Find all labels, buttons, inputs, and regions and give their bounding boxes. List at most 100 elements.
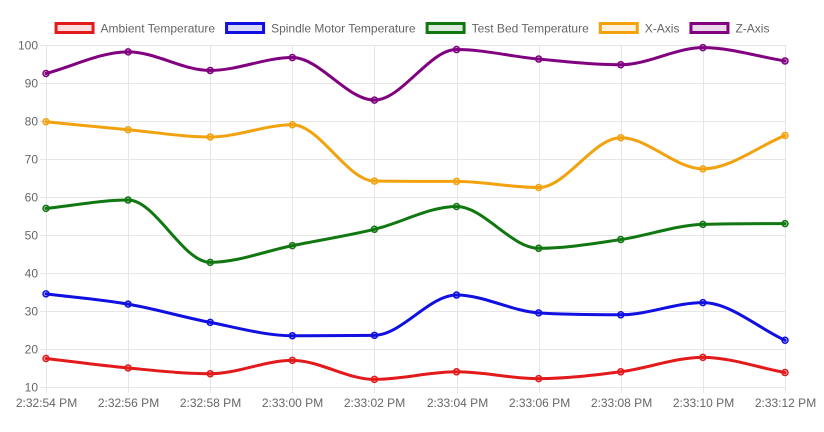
data-point[interactable] xyxy=(617,368,625,376)
data-point[interactable] xyxy=(781,368,789,377)
data-point[interactable] xyxy=(206,133,214,141)
data-point[interactable] xyxy=(370,96,379,104)
y-tick-label: 20 xyxy=(25,343,39,357)
x-tick-label: 2:33:06 PM xyxy=(509,396,570,410)
data-point[interactable] xyxy=(452,368,461,376)
legend-item[interactable]: Ambient Temperature xyxy=(54,22,216,36)
data-point[interactable] xyxy=(452,177,461,186)
grid xyxy=(40,45,786,393)
legend-swatch xyxy=(598,22,639,34)
x-axis-ticks: 2:32:54 PM 2:32:56 PM 2:32:58 PM 2:33:00 PM… xyxy=(16,396,816,410)
series-x-axis xyxy=(42,118,789,192)
data-point[interactable] xyxy=(452,45,461,54)
data-point[interactable] xyxy=(781,57,789,65)
data-point[interactable] xyxy=(206,258,214,267)
data-point[interactable] xyxy=(42,69,50,78)
legend-item[interactable]: Z-Axis xyxy=(689,22,770,36)
y-tick-label: 80 xyxy=(25,115,39,129)
x-tick-label: 2:33:04 PM xyxy=(427,396,488,410)
x-tick-label: 2:33:02 PM xyxy=(344,396,405,410)
data-point[interactable] xyxy=(534,183,543,192)
data-point[interactable] xyxy=(781,131,789,140)
legend-item[interactable]: Spindle Motor Temperature xyxy=(225,22,416,36)
data-point[interactable] xyxy=(124,196,132,204)
series-line-spindle-motor-temperature xyxy=(44,292,787,342)
legend-swatch xyxy=(225,22,266,34)
series-line-z-axis xyxy=(44,46,787,102)
y-tick-label: 90 xyxy=(25,77,39,91)
legend-label: Z-Axis xyxy=(735,22,769,36)
data-point[interactable] xyxy=(699,353,707,362)
legend-item[interactable]: Test Bed Temperature xyxy=(425,22,590,36)
data-point[interactable] xyxy=(452,291,461,299)
data-point[interactable] xyxy=(288,53,297,62)
legend-swatch xyxy=(54,22,95,34)
data-point[interactable] xyxy=(534,374,543,383)
data-point[interactable] xyxy=(617,61,625,69)
data-point[interactable] xyxy=(206,66,214,75)
data-point[interactable] xyxy=(534,244,543,253)
x-tick-label: 2:33:10 PM xyxy=(673,396,734,410)
legend-swatch xyxy=(425,22,466,34)
series-line-ambient-temperature xyxy=(44,355,787,381)
data-point[interactable] xyxy=(288,356,297,365)
data-point[interactable] xyxy=(699,220,707,229)
data-point[interactable] xyxy=(42,204,50,213)
series-line-x-axis xyxy=(44,120,787,189)
data-point[interactable] xyxy=(370,225,379,234)
data-point[interactable] xyxy=(124,364,132,372)
data-point[interactable] xyxy=(617,235,625,244)
series-line-test-bed-temperature xyxy=(44,198,787,264)
data-point[interactable] xyxy=(206,369,214,378)
legend-label: X-Axis xyxy=(645,22,680,36)
data-point[interactable] xyxy=(781,219,789,228)
y-tick-label: 100 xyxy=(18,39,38,53)
data-point[interactable] xyxy=(370,177,379,185)
data-point[interactable] xyxy=(370,375,379,384)
x-tick-label: 2:33:12 PM xyxy=(755,396,816,410)
data-point[interactable] xyxy=(124,300,132,308)
y-axis-ticks: 10 20 30 40 50 60 70 80 90 100 xyxy=(18,39,38,395)
legend-label: Test Bed Temperature xyxy=(472,22,590,36)
data-point[interactable] xyxy=(534,309,543,317)
data-point[interactable] xyxy=(452,202,461,211)
data-point[interactable] xyxy=(617,133,625,142)
data-point[interactable] xyxy=(288,241,297,250)
series-lines xyxy=(42,43,789,384)
data-point[interactable] xyxy=(124,48,132,56)
data-point[interactable] xyxy=(42,118,50,126)
x-tick-label: 2:32:56 PM xyxy=(98,396,159,410)
data-point[interactable] xyxy=(534,55,543,63)
y-tick-label: 30 xyxy=(25,305,39,319)
data-point[interactable] xyxy=(781,336,789,345)
x-tick-label: 2:32:54 PM xyxy=(16,396,77,410)
y-tick-label: 70 xyxy=(25,153,39,167)
legend-item[interactable]: X-Axis xyxy=(598,22,680,36)
data-point[interactable] xyxy=(699,165,707,173)
x-tick-label: 2:33:00 PM xyxy=(262,396,323,410)
series-ambient-temperature xyxy=(42,353,789,384)
y-tick-label: 10 xyxy=(25,381,39,395)
legend-label: Spindle Motor Temperature xyxy=(271,22,416,36)
data-point[interactable] xyxy=(206,318,214,327)
data-point[interactable] xyxy=(617,311,625,319)
data-point[interactable] xyxy=(370,331,379,340)
data-point[interactable] xyxy=(699,298,707,307)
series-test-bed-temperature xyxy=(42,196,789,267)
data-point[interactable] xyxy=(124,125,132,134)
data-point[interactable] xyxy=(288,331,297,340)
legend-swatch xyxy=(689,22,730,34)
data-point[interactable] xyxy=(42,290,50,298)
data-point[interactable] xyxy=(42,354,50,363)
legend: Ambient Temperature Spindle Motor Tempera… xyxy=(54,22,770,36)
data-point[interactable] xyxy=(699,43,707,52)
y-tick-label: 40 xyxy=(25,267,39,281)
series-z-axis xyxy=(42,43,789,104)
y-tick-label: 50 xyxy=(25,229,39,243)
y-tick-label: 60 xyxy=(25,191,39,205)
x-tick-label: 2:32:58 PM xyxy=(180,396,241,410)
legend-label: Ambient Temperature xyxy=(101,22,216,36)
data-point[interactable] xyxy=(288,121,297,129)
